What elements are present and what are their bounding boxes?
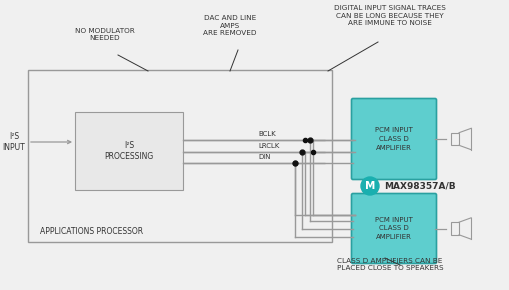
Text: M: M [364,181,375,191]
Text: DAC AND LINE
AMPS
ARE REMOVED: DAC AND LINE AMPS ARE REMOVED [203,15,256,36]
Text: I²S
PROCESSING: I²S PROCESSING [104,141,153,162]
FancyBboxPatch shape [75,112,183,190]
Text: APPLICATIONS PROCESSOR: APPLICATIONS PROCESSOR [40,227,143,236]
Text: DIN: DIN [258,154,270,160]
FancyBboxPatch shape [351,193,436,264]
Text: PCM INPUT
CLASS D
AMPLIFIER: PCM INPUT CLASS D AMPLIFIER [374,128,412,151]
FancyBboxPatch shape [351,99,436,180]
Text: BCLK: BCLK [258,131,275,137]
Text: I²S
INPUT: I²S INPUT [3,132,25,153]
Text: NO MODULATOR
NEEDED: NO MODULATOR NEEDED [75,28,134,41]
Text: DIGITAL INPUT SIGNAL TRACES
CAN BE LONG BECAUSE THEY
ARE IMMUNE TO NOISE: DIGITAL INPUT SIGNAL TRACES CAN BE LONG … [333,5,445,26]
Text: MAX98357A/B: MAX98357A/B [383,182,455,191]
Text: LRCLK: LRCLK [258,143,279,149]
Circle shape [360,177,378,195]
Text: PCM INPUT
CLASS D
AMPLIFIER: PCM INPUT CLASS D AMPLIFIER [374,217,412,240]
Text: CLASS D AMPLIFIERS CAN BE
PLACED CLOSE TO SPEAKERS: CLASS D AMPLIFIERS CAN BE PLACED CLOSE T… [336,258,442,271]
